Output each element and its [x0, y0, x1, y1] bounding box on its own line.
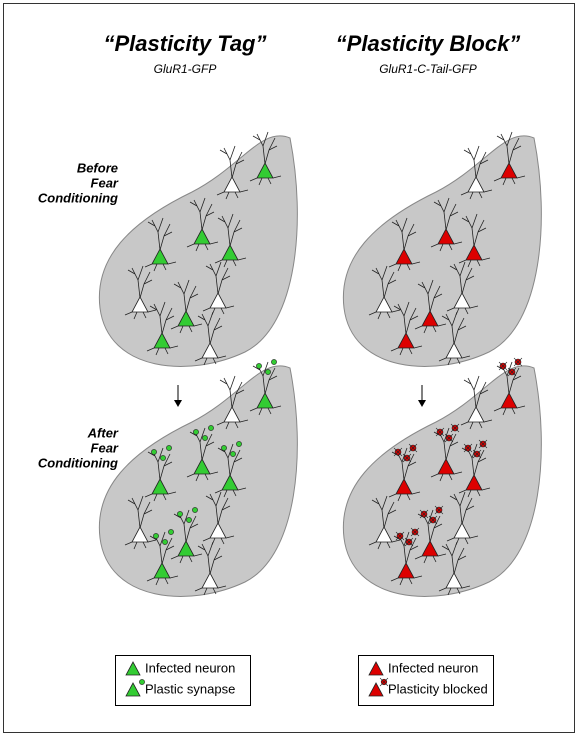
- column-subtitle: GluR1-C-Tail-GFP: [379, 62, 477, 76]
- synapse: [265, 369, 270, 374]
- legend-text: Infected neuron: [388, 660, 478, 675]
- synapse: [168, 529, 173, 534]
- row-label: After: [87, 425, 119, 440]
- column-title: “Plasticity Block”: [336, 31, 521, 56]
- legend-text: Infected neuron: [145, 660, 235, 675]
- row-label: Before: [77, 160, 118, 175]
- row-label: Fear: [91, 175, 119, 190]
- synapse: [271, 359, 276, 364]
- synapse: [202, 435, 207, 440]
- legend-text: Plastic synapse: [145, 681, 235, 696]
- synapse: [193, 429, 198, 434]
- synapse: [256, 363, 261, 368]
- synapse: [151, 449, 156, 454]
- synapse: [221, 445, 226, 450]
- column-title: “Plasticity Tag”: [103, 31, 266, 56]
- synapse: [186, 517, 191, 522]
- synapse: [236, 441, 241, 446]
- synapse: [230, 451, 235, 456]
- synapse: [160, 455, 165, 460]
- synapse: [208, 425, 213, 430]
- synapse: [153, 533, 158, 538]
- row-label: Conditioning: [38, 455, 118, 470]
- row-label: Conditioning: [38, 190, 118, 205]
- legend-text: Plasticity blocked: [388, 681, 488, 696]
- column-subtitle: GluR1-GFP: [154, 62, 217, 76]
- synapse: [177, 511, 182, 516]
- row-label: Fear: [91, 440, 119, 455]
- synapse: [162, 539, 167, 544]
- synapse: [166, 445, 171, 450]
- legend-icon: [139, 679, 144, 684]
- figure: “Plasticity Tag” GluR1-GFP “Plasticity B…: [0, 0, 578, 736]
- synapse: [192, 507, 197, 512]
